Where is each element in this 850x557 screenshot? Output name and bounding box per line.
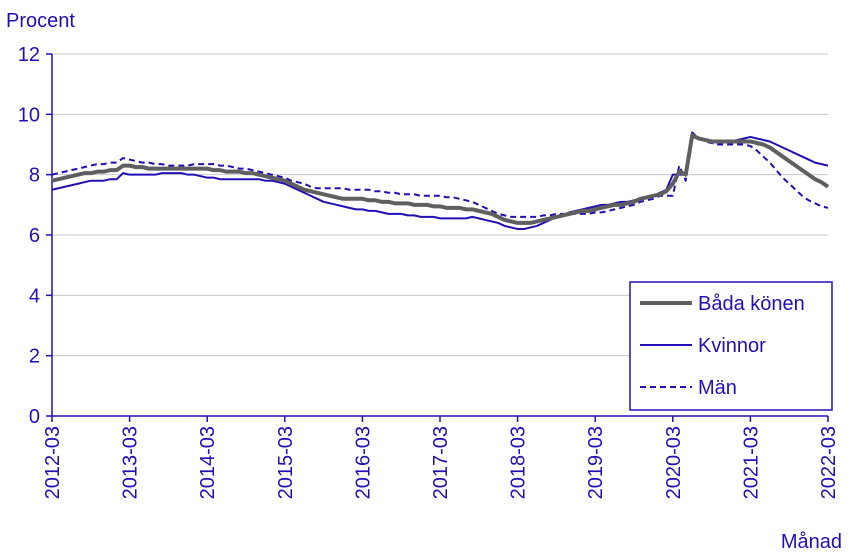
y-tick-label: 6 [29,225,40,247]
y-tick-label: 4 [29,285,40,307]
x-tick-label: 2016-03 [352,426,374,499]
x-tick-label: 2019-03 [585,426,607,499]
x-tick-label: 2015-03 [275,426,297,499]
x-tick-label: 2022-03 [818,426,840,499]
x-tick-label: 2014-03 [197,426,219,499]
x-tick-label: 2021-03 [740,426,762,499]
series-line [51,135,829,230]
x-axis-label: Månad [781,531,842,553]
y-tick-label: 8 [29,165,40,187]
x-tick-label: 2013-03 [120,426,142,499]
y-tick-label: 0 [29,406,40,428]
y-axis-label: Procent [6,10,75,32]
legend: Båda könen Kvinnor Män [629,281,833,411]
x-tick-label: 2012-03 [42,426,64,499]
series-line [51,133,830,225]
y-tick-label: 12 [18,44,40,66]
x-tick-label: 2017-03 [430,426,452,499]
y-tick-label: 2 [29,346,40,368]
x-tick-label: 2020-03 [663,426,685,499]
legend-label: Båda könen [698,293,805,315]
legend-label: Kvinnor [698,335,766,357]
y-tick-label: 10 [18,104,40,126]
x-tick-label: 2018-03 [508,426,530,499]
legend-label: Män [698,377,737,399]
